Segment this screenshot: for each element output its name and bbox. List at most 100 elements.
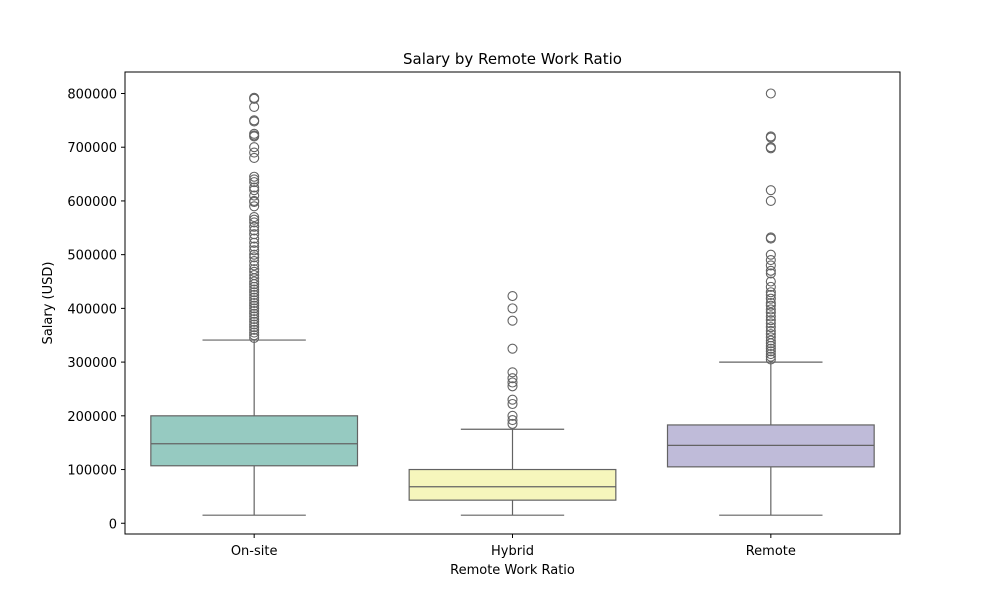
outlier-point — [249, 279, 260, 290]
y-axis-label: Salary (USD) — [41, 262, 56, 345]
outlier-point — [249, 287, 260, 298]
outlier-point — [765, 300, 776, 311]
outlier-point — [249, 292, 260, 303]
outlier-point — [765, 143, 776, 154]
y-tick-label: 300000 — [67, 356, 117, 371]
outlier-point — [507, 410, 518, 421]
outlier-point — [507, 303, 518, 314]
x-tick-label: Hybrid — [491, 544, 534, 559]
outlier-point — [249, 289, 260, 300]
box-group-remote — [666, 88, 875, 516]
outlier-point — [765, 254, 776, 266]
outlier-point — [249, 284, 260, 295]
iqr-box — [150, 415, 359, 467]
outlier-point — [249, 276, 260, 287]
outlier-point — [249, 217, 260, 228]
outlier-point — [249, 225, 260, 236]
outlier-point — [249, 142, 260, 153]
outlier-point — [765, 276, 776, 287]
outlier-point — [249, 303, 260, 314]
y-tick-label: 400000 — [67, 302, 117, 317]
outlier-point — [249, 196, 260, 208]
outlier-point — [507, 290, 518, 302]
outlier-point — [249, 185, 260, 196]
outlier-point — [765, 233, 776, 244]
outlier-point — [507, 367, 518, 378]
outlier-point — [249, 211, 260, 223]
box-group-hybrid — [408, 290, 617, 516]
outlier-point — [249, 314, 260, 325]
outlier-point — [507, 381, 518, 392]
outlier-point — [765, 289, 776, 300]
outlier-point — [249, 174, 260, 185]
boxes — [150, 88, 875, 516]
x-axis-label: Remote Work Ratio — [450, 563, 575, 578]
outlier-point — [249, 147, 260, 158]
outlier-point — [765, 268, 776, 279]
outlier-point — [765, 351, 776, 362]
outlier-point — [507, 394, 518, 405]
outlier-point — [765, 311, 776, 322]
y-tick-label: 800000 — [67, 87, 117, 102]
outlier-point — [765, 297, 776, 309]
outlier-point — [249, 201, 260, 212]
outlier-point — [765, 340, 776, 352]
outlier-point — [249, 322, 260, 333]
outlier-point — [249, 300, 260, 311]
outlier-point — [765, 335, 776, 346]
outlier-point — [507, 418, 518, 429]
outlier-point — [249, 327, 260, 338]
outlier-point — [249, 295, 260, 306]
outlier-point — [249, 311, 260, 322]
outlier-point — [507, 377, 518, 388]
outlier-point — [249, 297, 260, 309]
outlier-point — [249, 190, 260, 201]
outlier-point — [249, 324, 260, 335]
outlier-point — [249, 266, 260, 277]
outlier-point — [765, 287, 776, 298]
y-tick-label: 100000 — [67, 464, 117, 479]
outlier-point — [765, 304, 776, 315]
outlier-point — [249, 182, 260, 193]
outlier-point — [249, 260, 260, 271]
outlier-point — [249, 93, 260, 104]
outlier-point — [249, 308, 260, 319]
outlier-point — [765, 281, 776, 292]
iqr-box — [408, 468, 617, 501]
outlier-point — [249, 131, 260, 142]
outlier-point — [249, 221, 260, 232]
outlier-point — [249, 214, 260, 225]
outlier-point — [507, 343, 518, 354]
outlier-point — [249, 101, 260, 112]
outlier-point — [765, 346, 776, 357]
outlier-point — [765, 307, 776, 318]
outlier-point — [765, 325, 776, 336]
outlier-point — [765, 195, 776, 206]
outlier-point — [765, 249, 776, 260]
outlier-point — [765, 318, 776, 329]
outlier-point — [249, 171, 260, 182]
x-tick-label: On-site — [231, 544, 278, 559]
outlier-point — [765, 315, 776, 326]
outlier-point — [249, 281, 260, 292]
outlier-point — [249, 152, 260, 164]
outlier-point — [765, 338, 776, 349]
outlier-point — [249, 237, 260, 248]
outlier-point — [249, 245, 260, 256]
y-tick-label: 0 — [109, 517, 117, 532]
outlier-point — [507, 373, 518, 384]
outlier-point — [249, 241, 260, 252]
outlier-point — [765, 265, 776, 276]
x-tick-label: Remote — [746, 544, 796, 559]
outlier-point — [249, 116, 260, 127]
outlier-point — [249, 177, 260, 188]
outlier-point — [507, 415, 518, 426]
outlier-point — [249, 319, 260, 330]
chart-title: Salary by Remote Work Ratio — [403, 50, 622, 68]
y-axis: 0 100000 200000 300000 400000 500000 600000 700… — [67, 87, 125, 532]
outlier-point — [249, 256, 260, 267]
outlier-point — [249, 233, 260, 244]
outlier-point — [249, 306, 260, 317]
outlier-point — [249, 249, 260, 260]
